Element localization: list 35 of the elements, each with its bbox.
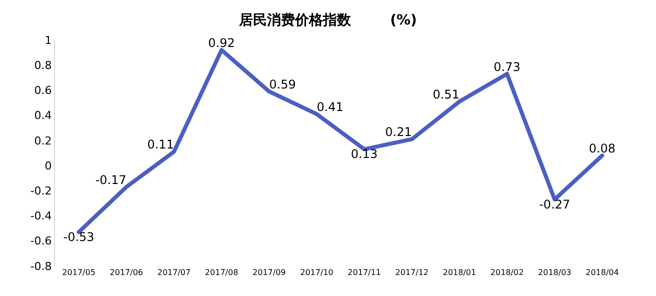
- data-label: -0.27: [539, 197, 570, 212]
- data-label: 0.92: [208, 36, 235, 50]
- x-tick-label: 2017/05: [62, 268, 96, 277]
- x-tick-label: 2018/01: [442, 268, 476, 277]
- data-label: -0.53: [63, 230, 94, 244]
- x-tick-label: 2017/06: [110, 268, 143, 277]
- x-tick-label: 2018/03: [538, 268, 572, 277]
- data-label: 0.08: [588, 142, 616, 156]
- data-label: 0.21: [385, 125, 412, 140]
- data-label: 0.59: [269, 77, 296, 92]
- data-label: 0.41: [316, 100, 344, 114]
- data-label: 0.51: [432, 88, 460, 102]
- x-tick-label: 2017/07: [157, 268, 191, 277]
- chart-title: 居民消费价格指数 (%): [238, 12, 417, 29]
- x-tick-label: 2018/04: [586, 268, 619, 277]
- y-tick-label: 0.6: [34, 84, 52, 98]
- y-tick-label: 0.4: [34, 109, 52, 122]
- x-tick-label: 2017/09: [252, 268, 286, 277]
- y-tick-label: 1: [44, 34, 52, 47]
- y-tick-label: -0.2: [30, 184, 52, 198]
- y-tick-label: -0.8: [30, 260, 52, 273]
- x-tick-label: 2017/12: [395, 268, 428, 277]
- x-tick-label: 2017/10: [300, 268, 334, 277]
- data-label: -0.17: [95, 172, 126, 187]
- data-label: 0.11: [147, 138, 174, 152]
- x-tick-label: 2017/08: [204, 268, 238, 277]
- data-label: 0.13: [350, 147, 378, 162]
- data-label: 0.73: [494, 60, 520, 74]
- x-tick-label: 2018/02: [490, 268, 524, 277]
- y-tick-label: 0.8: [34, 58, 52, 72]
- y-tick-label: -0.6: [30, 234, 52, 248]
- y-tick-label: 0: [44, 159, 52, 172]
- y-tick-label: -0.4: [30, 210, 52, 223]
- x-tick-label: 2017/11: [348, 268, 381, 277]
- y-tick-label: 0.2: [34, 134, 52, 148]
